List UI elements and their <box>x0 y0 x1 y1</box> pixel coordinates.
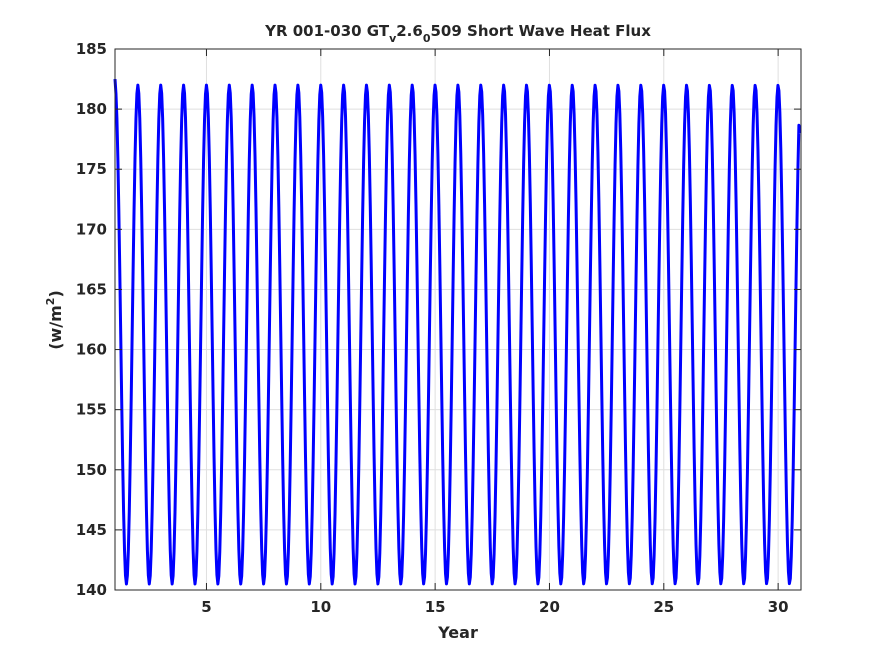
plot-frame <box>114 48 802 591</box>
y-tick-label: 140 <box>76 581 107 599</box>
x-tick-label: 15 <box>425 598 446 616</box>
series-layer <box>113 78 802 586</box>
plot-area <box>115 49 801 590</box>
y-tick-label: 180 <box>76 100 107 118</box>
y-tick-label: 155 <box>76 401 107 419</box>
y-tick-label: 165 <box>76 280 107 298</box>
x-tick-labels: 5 10 15 20 25 30 <box>201 598 788 616</box>
y-tick-label: 175 <box>76 160 107 178</box>
y-tick-label: 145 <box>76 521 107 539</box>
grid-lines <box>115 48 801 591</box>
y-tick-labels: 140 145 150 155 160 165 170 175 180 185 <box>76 40 107 599</box>
x-axis-label: Year <box>437 623 478 642</box>
y-tick-label: 160 <box>76 341 107 359</box>
y-tick-label: 170 <box>76 220 107 238</box>
x-tick-label: 25 <box>653 598 674 616</box>
y-tick-label: 185 <box>76 40 107 58</box>
tick-marks <box>115 48 801 591</box>
x-tick-label: 10 <box>310 598 331 616</box>
y-axis-label: (w/m2) <box>44 290 65 350</box>
series-line <box>113 78 802 586</box>
x-tick-label: 30 <box>768 598 789 616</box>
chart-title: YR 001-030 GTv2.60509 Short Wave Heat Fl… <box>264 22 651 45</box>
y-tick-label: 150 <box>76 461 107 479</box>
x-tick-label: 5 <box>201 598 211 616</box>
x-tick-label: 20 <box>539 598 560 616</box>
